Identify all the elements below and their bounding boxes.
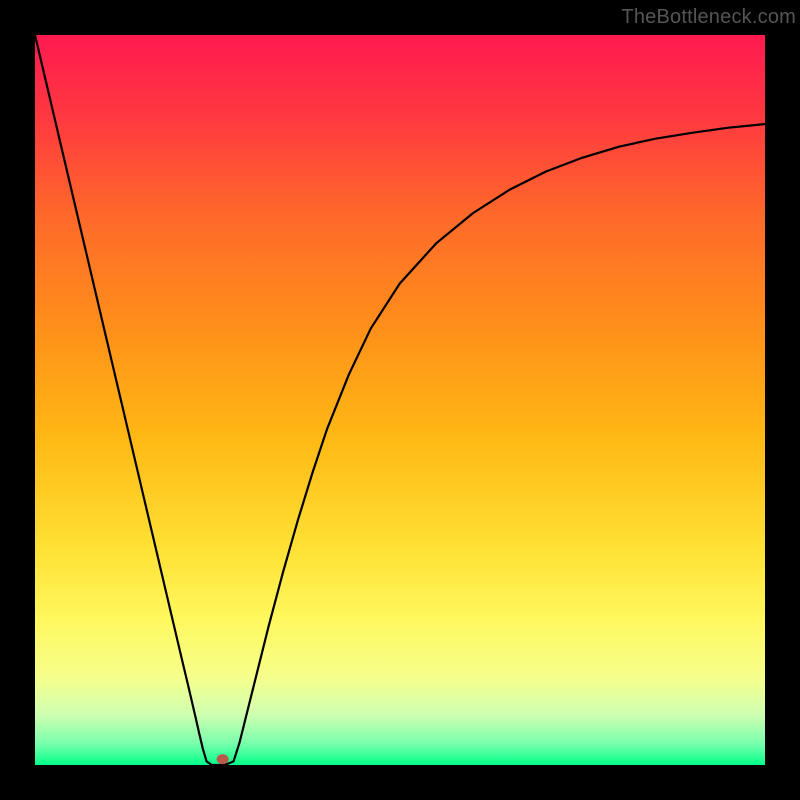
bottleneck-curve — [35, 35, 765, 765]
watermark-label: TheBottleneck.com — [621, 6, 796, 29]
minimum-marker — [217, 754, 229, 764]
chart-container: TheBottleneck.com — [0, 0, 800, 800]
curve-layer — [35, 35, 765, 765]
plot-area — [35, 35, 765, 765]
